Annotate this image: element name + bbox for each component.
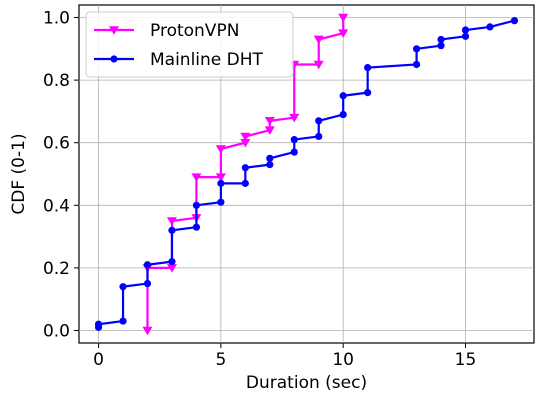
y-tick-label: 0.6 [43,134,70,154]
data-point [364,89,372,97]
y-tick-label: 0.4 [43,196,70,216]
data-point [289,113,300,123]
data-point [240,132,251,142]
data-point [412,45,421,53]
data-point [412,60,421,69]
data-point [110,55,118,63]
legend-entry: ProtonVPN [94,21,239,41]
x-tick-label: 10 [332,350,354,370]
data-point [215,173,226,182]
data-point [338,29,349,38]
y-axis-ticks: 0.0 0.2 0.4 0.6 0.8 1.0 [43,9,79,341]
y-axis-label: CDF (0-1) [9,133,29,214]
data-point [240,138,251,148]
data-point [241,179,249,187]
legend-box [85,11,294,78]
legend-items: ProtonVPN Mainline DHT [94,21,264,70]
data-point [94,320,103,328]
series-line [97,19,515,328]
data-point [264,126,275,135]
data-point [119,283,127,291]
data-point [143,261,152,269]
legend-label: Mainline DHT [150,50,264,70]
data-point [166,264,177,273]
data-point [109,26,119,35]
y-tick-label: 1.0 [43,9,70,29]
data-point [166,217,177,226]
data-point [241,164,249,172]
data-point [315,132,323,141]
legend-entry: Mainline DHT [94,50,264,70]
data-point [168,258,176,266]
data-point [266,161,274,169]
data-point [313,35,324,45]
data-point [339,92,347,100]
data-point [119,317,127,325]
y-tick-label: 0.8 [43,71,70,91]
data-point [486,23,494,31]
x-axis-ticks: 0 5 10 15 [93,343,476,370]
data-point [437,35,445,44]
data-point [461,26,470,34]
data-point [510,17,519,25]
data-point [142,326,153,336]
data-point [315,117,323,125]
data-point [461,32,470,40]
x-tick-label: 15 [455,350,477,370]
legend-label: ProtonVPN [150,21,239,41]
x-axis-label: Duration (sec) [246,373,367,393]
y-tick-label: 0.0 [43,321,70,341]
y-tick-label: 0.2 [43,259,70,279]
data-point [339,110,347,119]
data-point [191,173,202,182]
data-point [168,226,176,234]
data-point [217,198,225,206]
data-point [338,13,349,23]
data-point [313,60,324,70]
legend: ProtonVPN Mainline DHT [85,11,294,78]
x-tick-label: 0 [93,350,104,370]
data-point [217,179,225,187]
data-point [364,63,372,72]
data-point [143,279,152,288]
data-point [264,117,275,126]
data-point [192,223,201,231]
x-tick-label: 5 [215,350,226,370]
data-point [215,145,226,154]
data-point [192,201,201,209]
data-point [290,135,298,144]
series [94,17,519,331]
data-point [290,148,298,156]
data-point [266,154,274,162]
data-point [437,42,445,50]
